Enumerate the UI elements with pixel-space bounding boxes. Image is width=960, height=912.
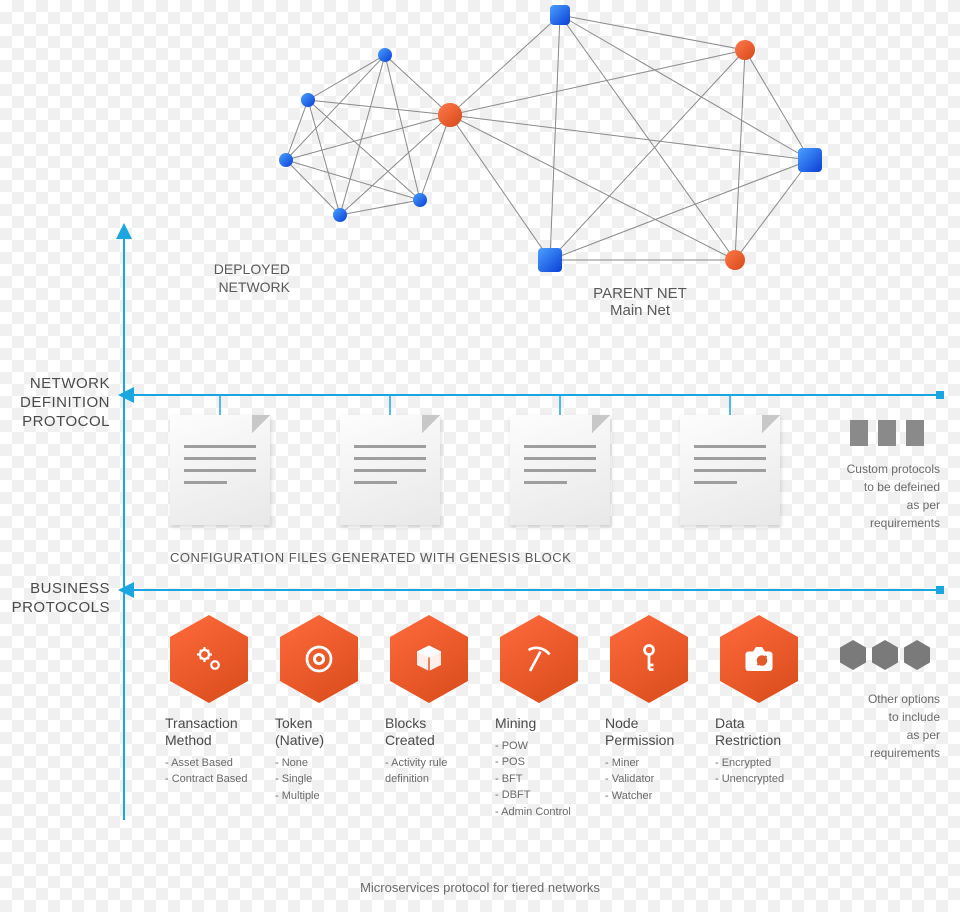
protocol-hex-gears (170, 615, 248, 703)
config-file-icon (170, 415, 270, 525)
protocol-label: Blocks Created- Activity rule definition (385, 715, 495, 788)
row1-caption: CONFIGURATION FILES GENERATED WITH GENES… (170, 550, 571, 565)
deployed-network-label: DEPLOYED NETWORK (160, 260, 290, 296)
ellipsis-square (878, 420, 896, 446)
config-file-icon (510, 415, 610, 525)
protocol-hex-camera (720, 615, 798, 703)
protocol-hex-cube (390, 615, 468, 703)
row2-right-note: Other options to include as per requirem… (820, 690, 940, 762)
parent-net-label: PARENT NET Main Net (540, 285, 740, 319)
protocol-label: Data Restriction- Encrypted- Unencrypted (715, 715, 825, 788)
deployed-network-graph (279, 48, 462, 222)
ellipsis-square (906, 420, 924, 446)
protocol-hex-token (280, 615, 358, 703)
protocol-label: Node Permission- Miner- Validator- Watch… (605, 715, 715, 804)
ellipsis-square (850, 420, 868, 446)
footer-caption: Microservices protocol for tiered networ… (0, 880, 960, 895)
row2-axis-end (936, 586, 944, 594)
config-file-icon (340, 415, 440, 525)
row1-axis-end (936, 391, 944, 399)
protocol-hex-pickaxe (500, 615, 578, 703)
protocol-hex-key (610, 615, 688, 703)
row1-right-note: Custom protocols to be defeined as per r… (820, 460, 940, 532)
parent-network-graph (438, 5, 822, 272)
row1-ticks (220, 395, 730, 415)
protocol-label: Mining- POW- POS- BFT- DBFT- Admin Contr… (495, 715, 605, 820)
protocol-label: Transaction Method- Asset Based- Contrac… (165, 715, 275, 788)
row2-side-label: BUSINESS PROTOCOLS (0, 580, 110, 618)
protocol-label: Token (Native)- None- Single- Multiple (275, 715, 385, 804)
diagram-root: DEPLOYED NETWORK PARENT NET Main Net NET… (0, 0, 960, 912)
config-file-icon (680, 415, 780, 525)
row1-side-label: NETWORK DEFINITION PROTOCOL (0, 375, 110, 431)
